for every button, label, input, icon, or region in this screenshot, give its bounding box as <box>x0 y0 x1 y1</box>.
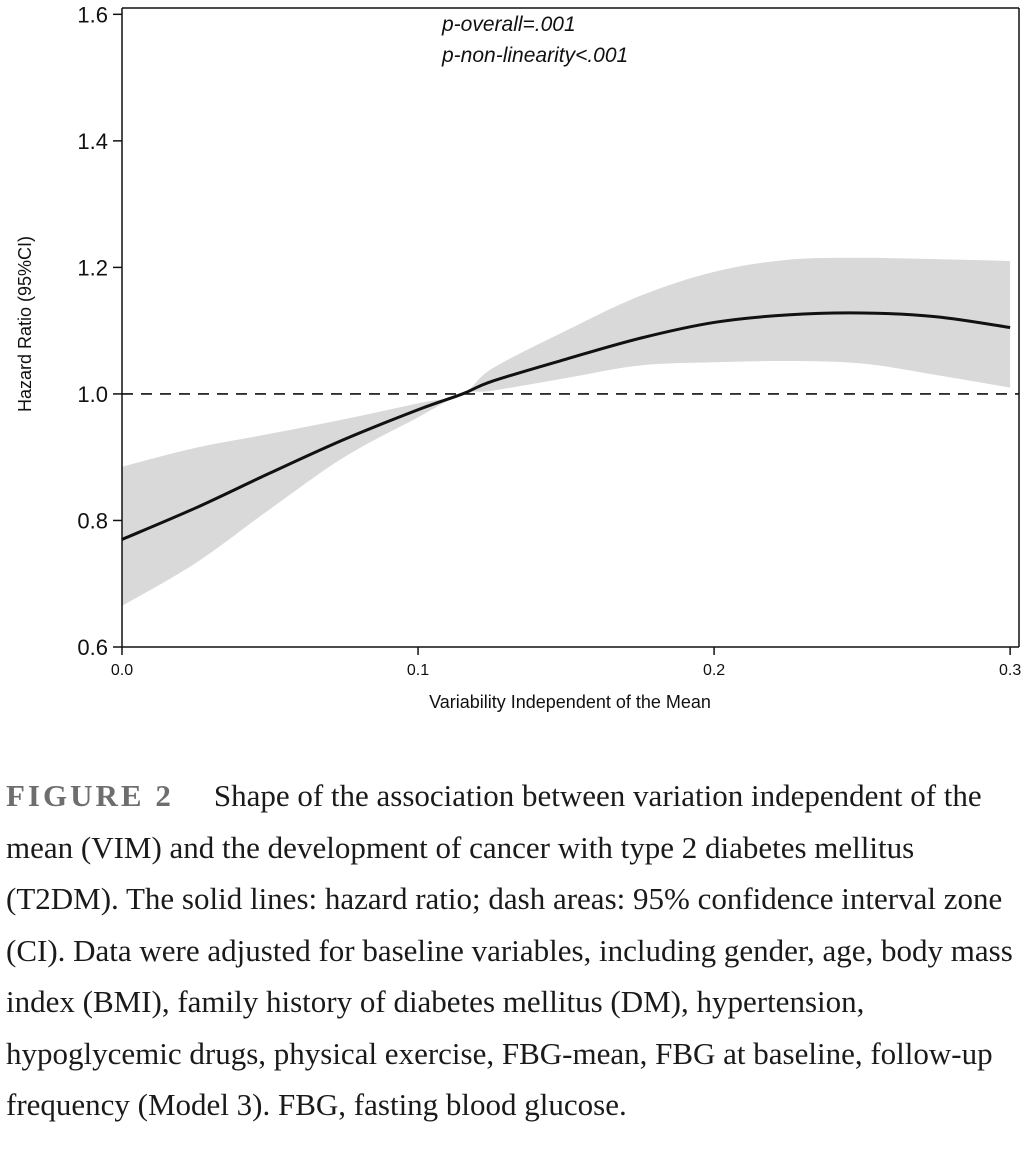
y-tick-label: 0.8 <box>77 508 108 533</box>
x-tick-label: 0.1 <box>407 662 429 679</box>
x-tick-label: 0.0 <box>111 662 133 679</box>
figure-label: FIGURE 2 <box>6 778 174 813</box>
y-tick-label: 1.4 <box>77 129 108 154</box>
axes-layer <box>121 7 1020 648</box>
x-tick-labels: 0.0 0.1 0.2 0.3 <box>111 647 1021 679</box>
annotation-p-overall: p-overall=.001 <box>441 13 576 36</box>
confidence-band <box>122 257 1011 606</box>
y-tick-label: 0.6 <box>77 635 108 660</box>
y-axis-title: Hazard Ratio (95%CI) <box>15 236 35 412</box>
annotation-p-non-linearity: p-non-linearity<.001 <box>441 44 628 67</box>
chart: 0.6 0.8 1.0 1.2 1.4 1.6 0.0 0.1 0.2 0.3 p-overal… <box>15 2 1021 712</box>
y-tick-label: 1.2 <box>77 255 108 280</box>
x-axis-title: Variability Independent of the Mean <box>429 692 711 712</box>
x-tick-label: 0.3 <box>999 662 1021 679</box>
y-tick-label: 1.0 <box>77 382 108 407</box>
hazard-ratio-line <box>121 311 1011 541</box>
confidence-band-layer <box>122 257 1011 606</box>
y-tick-label: 1.6 <box>77 2 108 27</box>
y-tick-labels: 0.6 0.8 1.0 1.2 1.4 1.6 <box>77 2 122 660</box>
hazard-line-layer <box>121 311 1011 541</box>
caption-text: Shape of the association between variati… <box>6 778 1013 1122</box>
figure-caption: FIGURE 2 Shape of the association between… <box>6 770 1024 1131</box>
x-tick-label: 0.2 <box>703 662 725 679</box>
